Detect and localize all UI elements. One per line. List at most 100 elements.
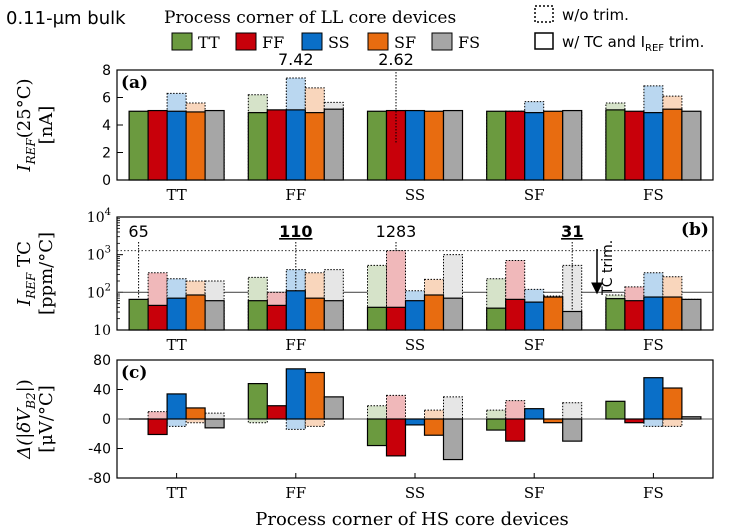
y-axis-label-c: Δ(|δVB2|) (14, 379, 38, 459)
legend-label-ss: SS (328, 33, 350, 52)
ytick-label-a-3: 6 (102, 91, 111, 107)
ytick-label-b-0: 10 (93, 323, 111, 339)
legend-style-w-suffix: trim. (664, 33, 704, 51)
y-axis-label-rest: TC (14, 241, 35, 273)
bar-trimmed-b-ff (266, 304, 287, 331)
bar-trimmed-a-sf (304, 112, 325, 181)
bar-trimmed-a-fs (562, 109, 583, 181)
y-axis-label-sub: B2 (24, 392, 38, 409)
bar-trimmed-c-tt (366, 418, 388, 447)
y-axis-label-sub: REF (24, 272, 38, 300)
ytick-label-b-3: 104 (87, 207, 111, 226)
bar-trimmed-b-sf (662, 296, 683, 331)
bar-trimmed-a-ff (505, 110, 526, 181)
legend-swatch-ss (301, 32, 323, 51)
bar-trimmed-a-tt (366, 110, 388, 181)
bar-trimmed-c-fs (442, 418, 464, 461)
bar-untrimmed-c-sf (662, 418, 683, 427)
bar-trimmed-c-sf (543, 418, 564, 424)
bar-trimmed-c-tt (486, 418, 507, 431)
bar-untrimmed-c-ff (147, 411, 168, 420)
legend-style-untrimmed: w/o trim. (534, 5, 629, 24)
bar-trimmed-b-tt (128, 298, 149, 331)
bar-trimmed-c-ff (147, 418, 168, 436)
bar-trimmed-b-fs (681, 298, 702, 331)
bar-trimmed-a-sf (185, 111, 206, 181)
annotation-a-0: 7.42 (278, 50, 314, 69)
bar-trimmed-b-tt (247, 300, 268, 331)
bar-trimmed-a-ff (147, 109, 168, 181)
ytick-label-a-0: 0 (102, 173, 111, 189)
bar-trimmed-c-sf (185, 407, 206, 420)
ytick-label-base: 10 (87, 248, 105, 264)
category-label-b-1: FF (285, 336, 306, 354)
ytick-label-a-4: 8 (102, 63, 111, 79)
bar-trimmed-a-sf (423, 110, 445, 181)
legend-swatch-sf (367, 32, 389, 51)
bar-trimmed-c-ss (643, 377, 664, 420)
y-axis-label-sub: REF (24, 138, 38, 166)
legend-swatch-fs (431, 32, 453, 51)
bar-trimmed-a-sf (543, 110, 564, 181)
legend-style-w: w/ TC and IREF trim. (562, 33, 704, 54)
y-axis-unit-c: [μV/°C] (36, 385, 57, 453)
category-label-a-2: SS (405, 186, 425, 204)
ytick-label-exp: 2 (105, 282, 111, 293)
legend-title: Process corner of LL core devices (164, 8, 456, 28)
category-label-c-1: FF (285, 484, 306, 502)
bar-untrimmed-c-ff (386, 394, 406, 420)
annotation-b-2: 1283 (376, 222, 417, 241)
legend-label-tt: TT (198, 33, 220, 52)
bar-trimmed-b-ss (643, 296, 664, 331)
annotation-b-3: 31 (561, 222, 583, 241)
bar-untrimmed-c-fs (562, 402, 583, 420)
bar-untrimmed-c-sf (424, 409, 444, 420)
bar-trimmed-c-ss (404, 418, 426, 426)
panel-label-b: (b) (681, 220, 709, 240)
legend-style-trimmed: w/ TC and IREF trim. (534, 32, 704, 54)
ytick-label-c-1: 40 (93, 383, 111, 399)
bar-trimmed-c-fs (562, 418, 583, 442)
bar-untrimmed-c-tt (486, 409, 507, 420)
ytick-label-exp: 4 (105, 207, 111, 218)
legend-label-ff: FF (262, 33, 284, 52)
panel-label-a: (a) (121, 73, 148, 93)
bar-trimmed-b-ss (285, 290, 306, 331)
legend-label-sf: SF (394, 33, 416, 52)
bar-trimmed-b-ss (166, 297, 187, 331)
bar-trimmed-b-sf (423, 294, 445, 331)
ytick-label-a-1: 2 (102, 146, 111, 162)
category-label-b-3: SF (524, 336, 545, 354)
category-label-a-4: FS (643, 186, 664, 204)
legend-style-w-sub: REF (645, 43, 664, 54)
legend-style-wo: w/o trim. (562, 6, 629, 24)
bar-trimmed-a-ss (285, 109, 306, 181)
bar-trimmed-a-fs (323, 108, 344, 181)
category-label-b-0: TT (166, 336, 186, 354)
bar-trimmed-b-tt (366, 306, 388, 331)
ytick-label-base: 10 (93, 323, 111, 339)
y-axis-label-b: IREF TC (14, 241, 38, 307)
bar-trimmed-a-tt (128, 110, 149, 181)
bar-trimmed-a-ss (404, 109, 426, 181)
legend-label-fs: FS (458, 33, 480, 52)
bar-trimmed-b-fs (204, 300, 225, 331)
bar-trimmed-a-ff (266, 109, 287, 181)
y-axis-label-main: I (14, 163, 35, 172)
bar-trimmed-c-sf (304, 371, 325, 420)
bar-trimmed-b-sf (304, 297, 325, 331)
panel-a: 0 2 4 6 8 TT FF SS SF FS 7.42 2.62 (a) IREF(25°C) [nA] (14, 50, 714, 204)
legend-swatch-ff (235, 32, 257, 51)
ytick-label-base: 10 (87, 285, 105, 301)
bar-trimmed-b-ff (147, 304, 168, 331)
tech-label: 0.11-μm bulk (6, 8, 126, 29)
panel-label-c: (c) (121, 363, 147, 383)
annotation-b-0: 65 (128, 222, 148, 241)
legend-style-w-prefix: w/ TC and I (562, 33, 645, 51)
bar-untrimmed-c-ff (505, 400, 526, 420)
y-axis-label-a: IREF(25°C) (14, 79, 38, 173)
bar-trimmed-b-ss (524, 301, 545, 331)
ytick-label-b-1: 102 (87, 282, 111, 301)
bar-trimmed-b-ff (385, 306, 407, 331)
